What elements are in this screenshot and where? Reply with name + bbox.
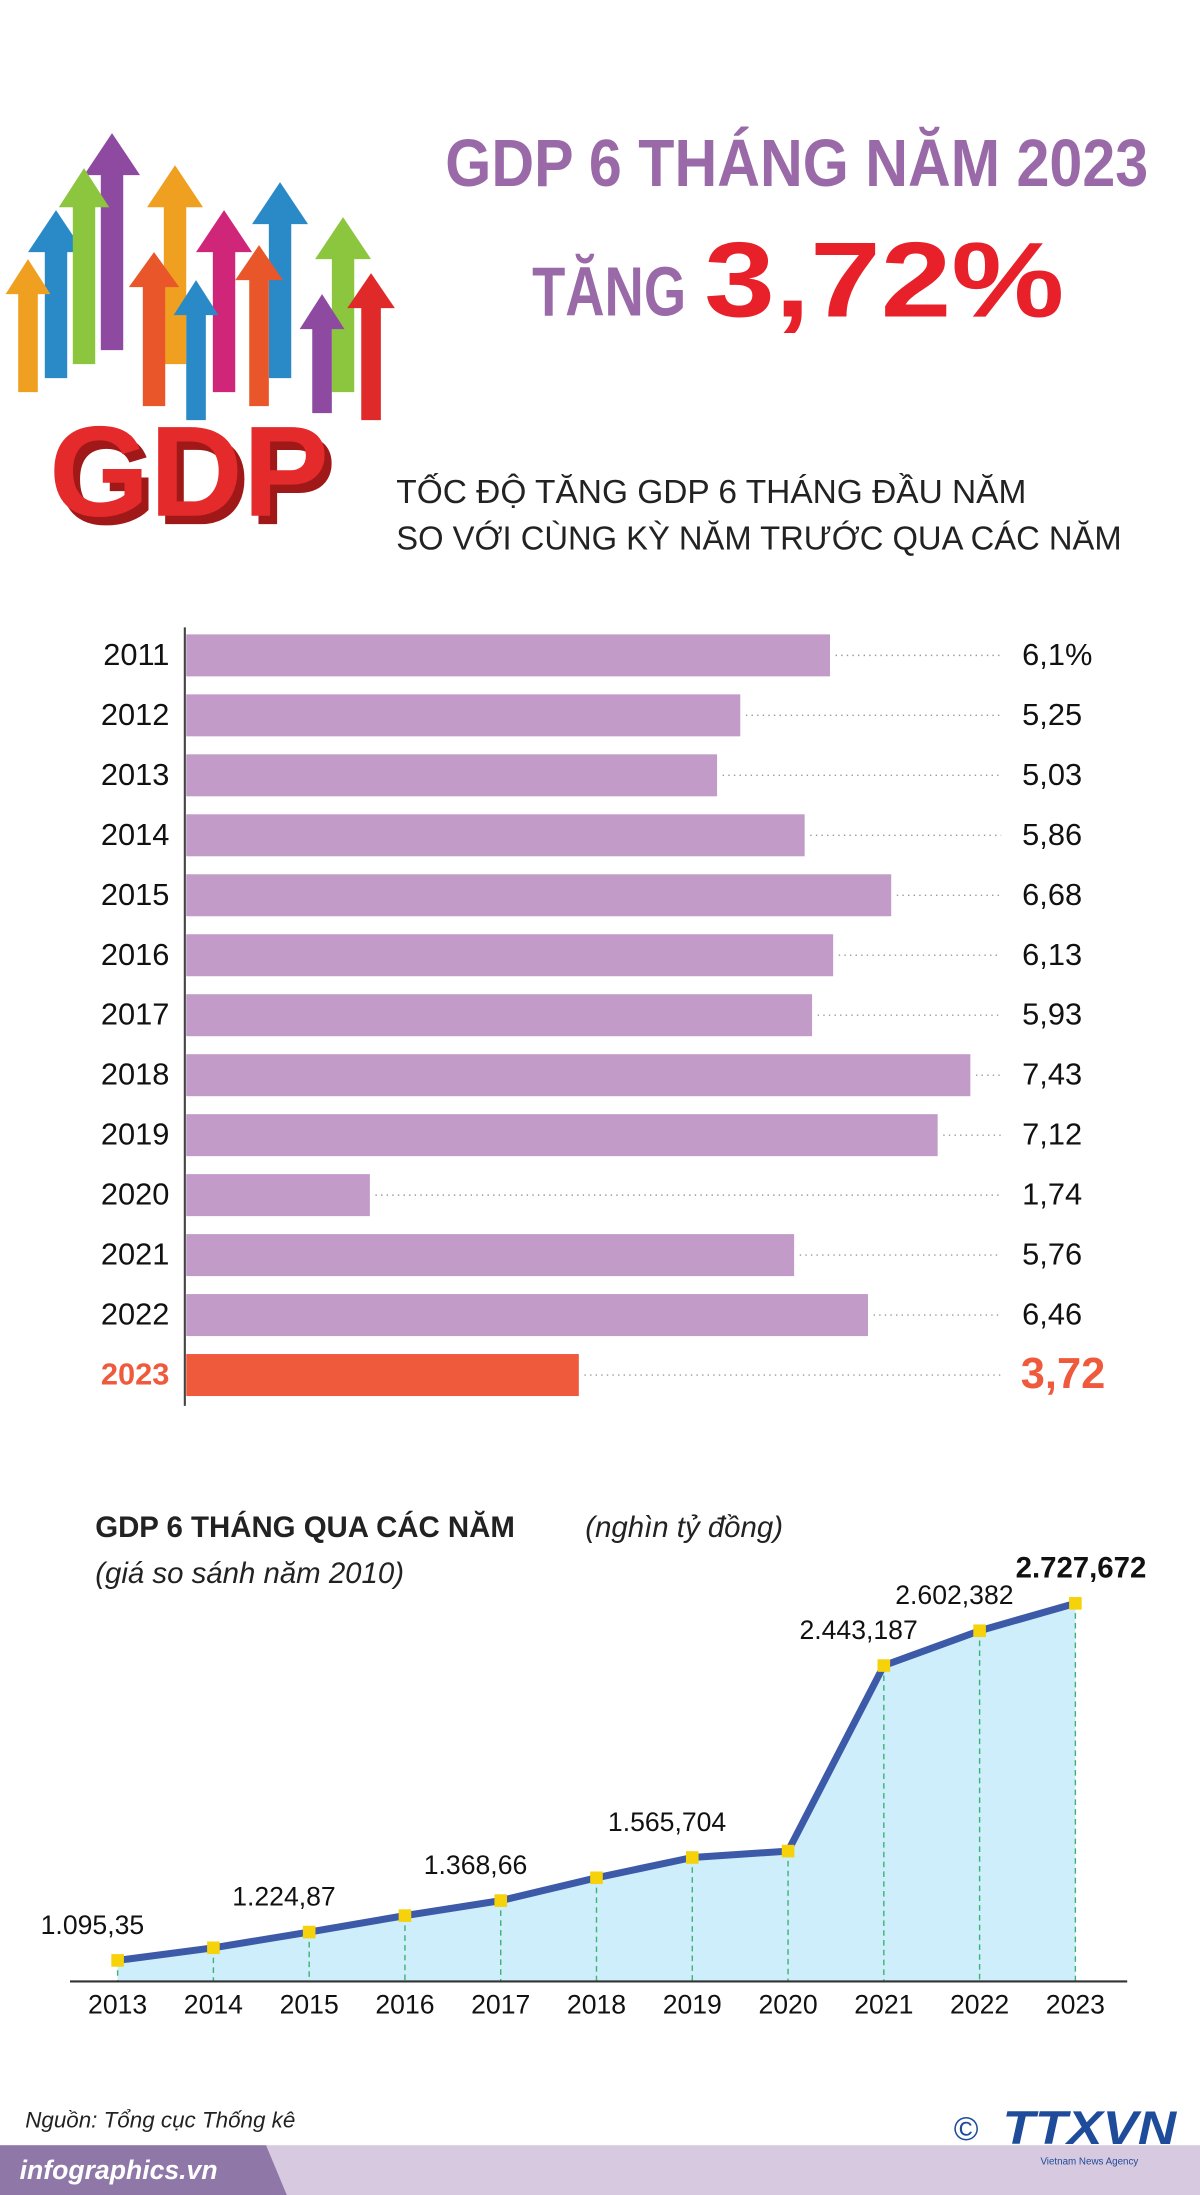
bar bbox=[186, 1234, 795, 1277]
value-label: 6,1% bbox=[1022, 637, 1092, 672]
bar bbox=[186, 1114, 938, 1157]
bar bbox=[186, 994, 813, 1037]
marker bbox=[1069, 1597, 1082, 1610]
source: Nguồn: Tổng cục Thống kê bbox=[25, 2107, 295, 2132]
value-label: 5,93 bbox=[1022, 997, 1082, 1032]
x-tick-label: 2013 bbox=[88, 1990, 147, 2020]
bar bbox=[186, 1054, 971, 1097]
value-label: 5,03 bbox=[1022, 757, 1082, 792]
category-label: 2013 bbox=[101, 757, 170, 792]
value-label: 2.727,672 bbox=[1016, 1551, 1147, 1584]
bar bbox=[186, 754, 718, 797]
category-label: 2017 bbox=[101, 997, 170, 1032]
marker bbox=[494, 1894, 508, 1907]
marker bbox=[877, 1659, 891, 1672]
value-label: 2.443,187 bbox=[799, 1615, 917, 1645]
category-label: 2012 bbox=[101, 697, 170, 732]
bar bbox=[186, 1354, 579, 1397]
category-label: 2019 bbox=[101, 1117, 170, 1152]
arrows-decor bbox=[5, 133, 395, 421]
x-tick-label: 2014 bbox=[184, 1990, 243, 2020]
bar bbox=[186, 1294, 868, 1337]
chart1-title: TỐC ĐỘ TĂNG GDP 6 THÁNG ĐẦU NĂM bbox=[396, 472, 1026, 511]
bar bbox=[186, 814, 805, 857]
bar bbox=[186, 634, 830, 677]
value-label: 6,68 bbox=[1022, 877, 1082, 912]
area bbox=[117, 1603, 1076, 1982]
value-label: 5,86 bbox=[1022, 817, 1082, 852]
agency: TTXVN bbox=[1003, 2102, 1178, 2155]
value-label: 1.368,66 bbox=[424, 1850, 528, 1880]
value-label: 1.565,704 bbox=[608, 1807, 727, 1837]
page-title: GDP 6 THÁNG NĂM 2023 bbox=[445, 126, 1148, 201]
marker bbox=[302, 1925, 316, 1939]
copyright: © bbox=[954, 2111, 979, 2148]
x-tick-label: 2015 bbox=[280, 1990, 339, 2020]
category-label: 2015 bbox=[101, 877, 170, 912]
chart2-title: GDP 6 THÁNG QUA CÁC NĂM bbox=[95, 1510, 515, 1544]
title-highlight: 3,72% bbox=[704, 221, 1064, 340]
category-label: 2011 bbox=[103, 637, 169, 672]
chart2-unit: (nghìn tỷ đồng) bbox=[585, 1511, 783, 1544]
x-tick-label: 2018 bbox=[567, 1990, 626, 2020]
category-label: 2023 bbox=[101, 1357, 170, 1392]
bar bbox=[186, 874, 892, 917]
x-tick-label: 2022 bbox=[950, 1990, 1009, 2020]
category-label: 2018 bbox=[101, 1057, 170, 1092]
chart2-subtitle: (giá so sánh năm 2010) bbox=[95, 1557, 404, 1590]
marker bbox=[973, 1624, 986, 1638]
value-label: 2.602,382 bbox=[895, 1580, 1013, 1610]
x-tick-label: 2023 bbox=[1046, 1990, 1105, 2020]
marker bbox=[590, 1871, 603, 1885]
category-label: 2016 bbox=[101, 937, 170, 972]
value-label: 5,76 bbox=[1022, 1237, 1082, 1272]
x-tick-label: 2016 bbox=[375, 1990, 434, 2020]
marker bbox=[111, 1954, 124, 1967]
bar bbox=[186, 934, 834, 977]
marker bbox=[781, 1844, 795, 1858]
category-label: 2014 bbox=[101, 817, 170, 852]
value-label: 7,43 bbox=[1022, 1057, 1082, 1092]
x-tick-label: 2017 bbox=[471, 1990, 530, 2020]
x-tick-label: 2021 bbox=[854, 1990, 913, 2020]
value-label: 1,74 bbox=[1022, 1177, 1082, 1212]
value-label: 1.224,87 bbox=[232, 1881, 336, 1911]
logo: GDP bbox=[49, 400, 329, 544]
footer-tab bbox=[0, 2145, 287, 2195]
value-label: 3,72 bbox=[1021, 1350, 1105, 1398]
value-label: 1.095,35 bbox=[41, 1910, 145, 1940]
value-label: 5,25 bbox=[1022, 697, 1082, 732]
bar bbox=[186, 1174, 370, 1217]
site: infographics.vn bbox=[20, 2155, 218, 2185]
value-label: 6,13 bbox=[1022, 937, 1082, 972]
logo-shadow: GDP bbox=[56, 408, 336, 552]
bar bbox=[186, 694, 741, 737]
value-label: 7,12 bbox=[1022, 1117, 1082, 1152]
marker bbox=[207, 1941, 220, 1955]
x-tick-label: 2019 bbox=[663, 1990, 722, 2020]
category-label: 2020 bbox=[101, 1177, 170, 1212]
chart1-title: SO VỚI CÙNG KỲ NĂM TRƯỚC QUA CÁC NĂM bbox=[396, 519, 1121, 557]
x-tick-label: 2020 bbox=[758, 1990, 817, 2020]
marker bbox=[398, 1909, 412, 1922]
value-label: 6,46 bbox=[1022, 1297, 1082, 1332]
category-label: 2022 bbox=[101, 1297, 170, 1332]
agency-full: Vietnam News Agency bbox=[1040, 2157, 1138, 2168]
marker bbox=[685, 1851, 699, 1864]
title-prefix: TĂNG bbox=[532, 252, 686, 330]
category-label: 2021 bbox=[101, 1237, 170, 1272]
